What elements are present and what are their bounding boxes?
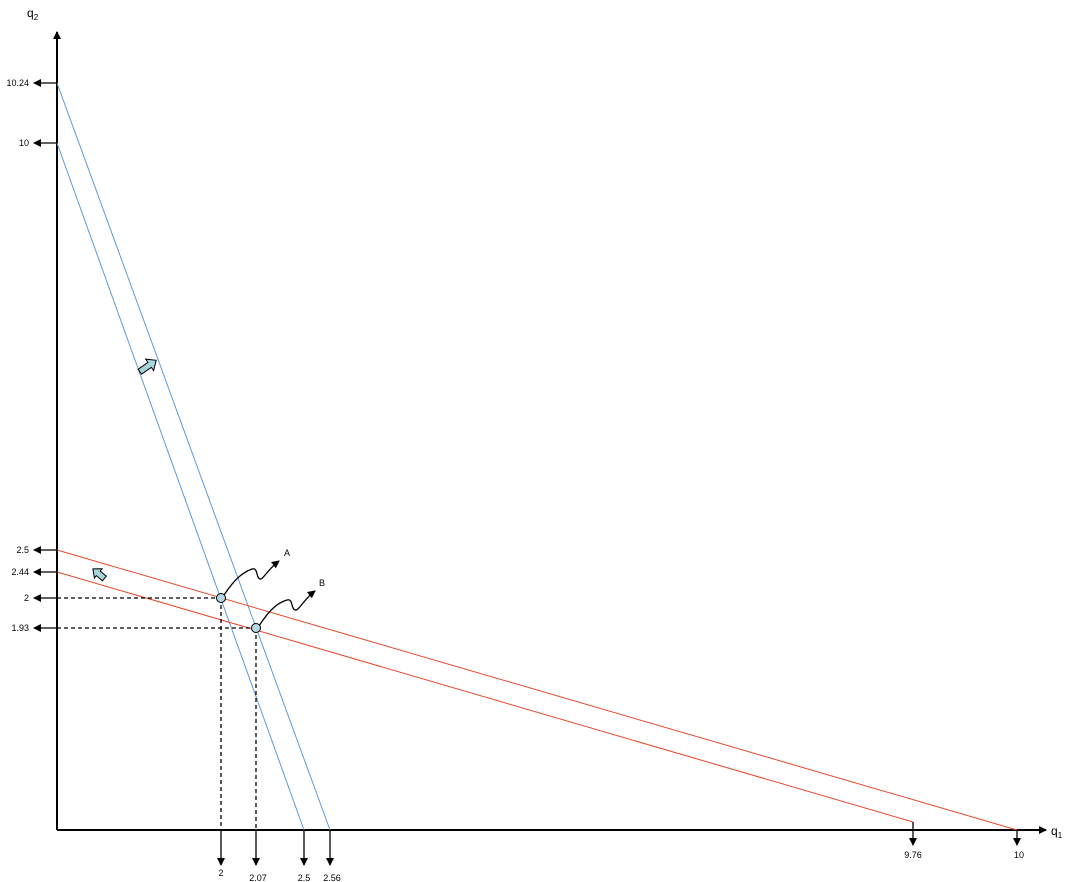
point-b-marker xyxy=(251,623,261,633)
equilibrium-point-a: A xyxy=(216,548,290,603)
y-tick-labels: 10.24 10 2.5 2.44 2 1.93 xyxy=(6,78,29,633)
axes: q2 q1 xyxy=(27,6,1063,840)
y-tick-label: 2 xyxy=(24,593,29,603)
shift-arrows xyxy=(92,358,157,582)
red-lines xyxy=(56,549,1018,831)
y-tick-label: 2.44 xyxy=(11,567,29,577)
x-tick-label: 2 xyxy=(218,868,223,878)
blue-shift-arrow-icon xyxy=(137,358,157,375)
x-tick-labels: 2 2.07 2.5 2.56 9.76 10 xyxy=(218,850,1024,882)
point-a-label: A xyxy=(284,548,290,558)
blue-line-outer xyxy=(56,82,331,831)
x-tick-arrows xyxy=(217,822,1021,866)
y-tick-label: 10.24 xyxy=(6,78,29,88)
blue-lines xyxy=(56,82,331,831)
y-tick-label: 10 xyxy=(19,138,29,148)
y-tick-label: 1.93 xyxy=(11,623,29,633)
dashed-projections xyxy=(57,597,257,830)
x-tick-label: 2.07 xyxy=(249,873,267,882)
equilibrium-point-b: B xyxy=(251,578,325,633)
red-line-inner xyxy=(56,571,914,823)
point-b-label: B xyxy=(319,578,325,588)
red-shift-arrow-icon xyxy=(92,568,107,582)
point-a-squiggle xyxy=(223,560,280,596)
x-axis-label: q1 xyxy=(1051,824,1063,840)
x-tick-label: 2.5 xyxy=(298,873,311,882)
x-tick-label: 2.56 xyxy=(323,873,341,882)
red-line-outer xyxy=(56,549,1018,831)
y-axis-label: q2 xyxy=(27,6,39,22)
x-tick-label: 10 xyxy=(1014,850,1024,860)
blue-line-inner xyxy=(56,142,305,831)
x-tick-label: 9.76 xyxy=(904,850,922,860)
point-b-squiggle xyxy=(258,590,316,627)
point-a-marker xyxy=(216,593,226,603)
y-tick-label: 2.5 xyxy=(16,545,29,555)
y-tick-arrows xyxy=(33,79,57,632)
